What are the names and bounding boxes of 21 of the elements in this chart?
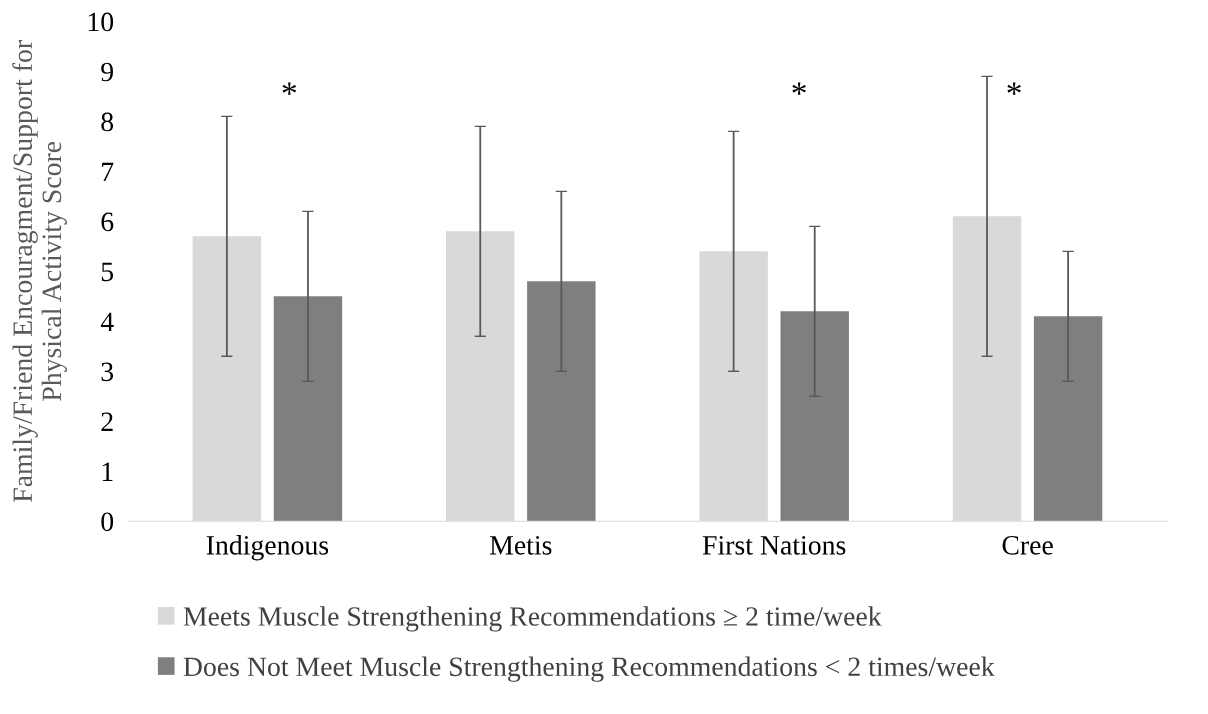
y-axis-title: Family/Friend Encouragment/Support for Physical Activity Score xyxy=(12,40,67,502)
annotation: * xyxy=(792,82,806,95)
y-tick-label: 8 xyxy=(101,112,114,132)
y-tick-label: 1 xyxy=(102,462,113,481)
y-tick-label: 7 xyxy=(102,162,114,181)
y-tick-label: 0 xyxy=(101,512,114,532)
x-tick-label: Cree xyxy=(1002,535,1053,555)
legend-label: Meets Muscle Strengthening Recommendations ≥ 2 time/week xyxy=(183,606,882,632)
legend-label: Does Not Meet Muscle Strengthening Recommendations < 2 times/week xyxy=(183,656,995,682)
y-tick-label: 3 xyxy=(101,362,114,382)
x-tick-label: First Nations xyxy=(702,535,846,555)
x-tick-label: Indigenous xyxy=(206,535,329,561)
y-tick-label: 5 xyxy=(101,262,114,282)
annotation: * xyxy=(282,82,297,95)
y-tick-label: 6 xyxy=(101,212,114,232)
y-tick-label: 2 xyxy=(101,412,113,431)
annotation: * xyxy=(1007,82,1021,95)
x-tick-label: Metis xyxy=(489,535,552,555)
y-tick-label: 4 xyxy=(100,312,114,331)
y-tick-label: 10 xyxy=(88,12,114,32)
y-tick-label: 9 xyxy=(101,62,114,82)
